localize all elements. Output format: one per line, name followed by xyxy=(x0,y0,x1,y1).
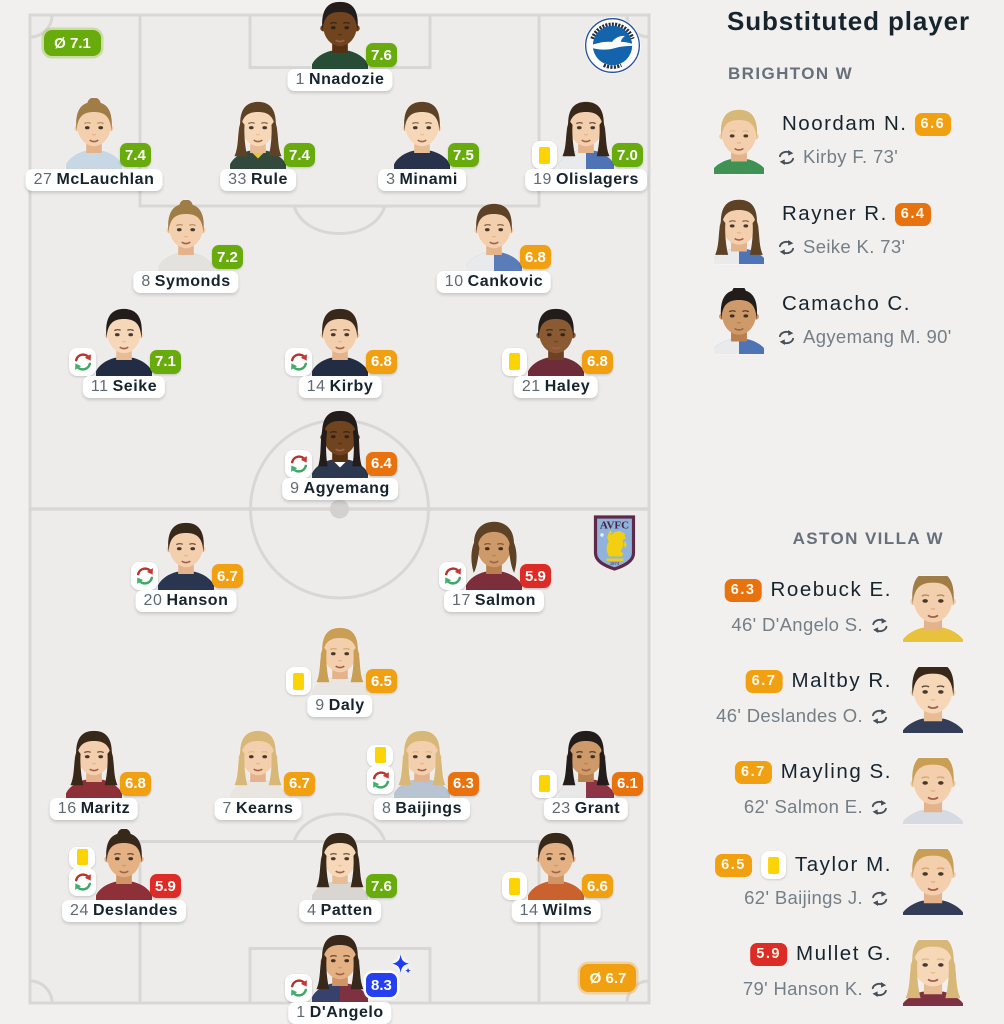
svg-text:1874: 1874 xyxy=(610,561,620,566)
svg-text:AVFC: AVFC xyxy=(600,520,629,532)
